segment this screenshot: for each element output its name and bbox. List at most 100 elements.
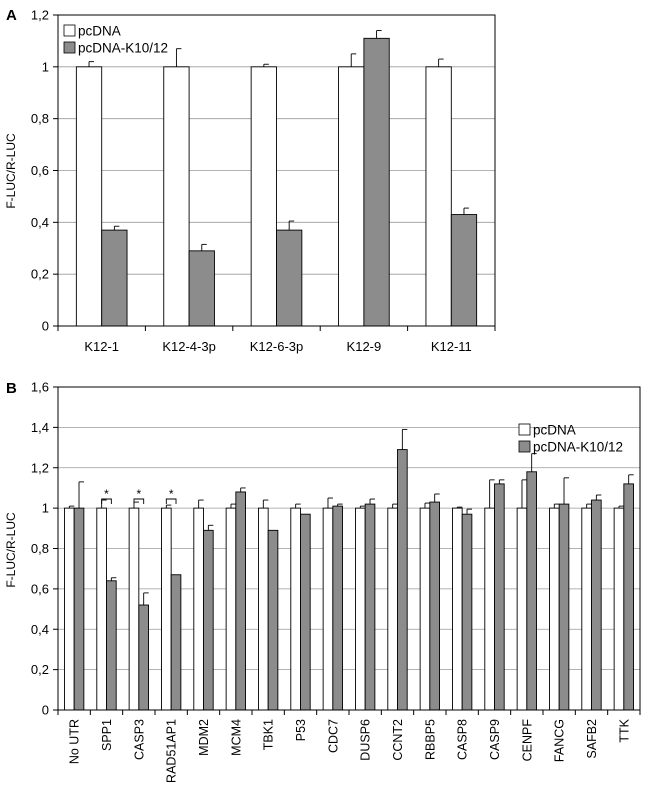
bar-ccnt2-pcdna-k10-12 xyxy=(397,449,408,711)
panel-a-legend: pcDNA pcDNA-K10/12 xyxy=(63,24,168,56)
x-tick-label-dusp6: DUSP6 xyxy=(359,719,373,761)
bar-rbbp5-pcdna xyxy=(419,507,431,711)
panel-a-label: A xyxy=(6,7,17,24)
y-tick-label: 1,2 xyxy=(31,460,49,475)
y-tick-label: 0,8 xyxy=(31,541,49,556)
legend-swatch-pcdna-k10-12 xyxy=(63,41,76,54)
legend-label-pcdna: pcDNA xyxy=(78,24,121,39)
significance-marker-spp1: * xyxy=(104,487,109,501)
x-tick-label-spp1: SPP1 xyxy=(100,719,114,751)
y-tick-label: 0 xyxy=(42,319,49,334)
bar-k12-6-3p-pcdna xyxy=(250,66,277,327)
bar-cenpf-pcdna xyxy=(516,507,528,711)
y-tick-label: 0,4 xyxy=(31,215,49,230)
panel-b-gridlines xyxy=(58,426,640,671)
bar-mcm4-pcdna xyxy=(225,507,237,711)
bar-k12-6-3p-pcdna-k10-12 xyxy=(276,229,303,327)
x-tick-label-fancg: FANCG xyxy=(553,719,567,762)
significance-bracket-spp1 xyxy=(101,498,112,504)
bar-p53-pcdna xyxy=(290,507,301,711)
bar-mdm2-pcdna-k10-12 xyxy=(203,529,214,711)
bar-fancg-pcdna-k10-12 xyxy=(558,503,570,711)
y-tick-label: 0,4 xyxy=(31,622,49,637)
bar-mdm2-pcdna xyxy=(193,507,204,711)
y-tick-label: 0,2 xyxy=(31,267,49,282)
significance-bracket-casp3 xyxy=(133,498,145,504)
bar-k12-4-3p-pcdna xyxy=(163,66,190,327)
bar-fancg-pcdna xyxy=(549,507,560,711)
bar-k12-11-pcdna xyxy=(425,66,452,327)
bar-safb2-pcdna-k10-12 xyxy=(591,499,602,711)
bar-spp1-pcdna xyxy=(96,507,107,711)
significance-marker-rad51ap1: * xyxy=(169,487,174,501)
bar-p53-pcdna-k10-12 xyxy=(300,513,311,711)
bar-no-utr-pcdna xyxy=(64,507,75,711)
bar-dusp6-pcdna xyxy=(355,507,366,711)
x-tick-label-k12-9: K12-9 xyxy=(347,339,382,354)
x-tick-label-p53: P53 xyxy=(294,719,308,741)
bar-spp1-pcdna-k10-12 xyxy=(106,580,117,711)
bar-dusp6-pcdna-k10-12 xyxy=(364,503,376,711)
bar-k12-1-pcdna xyxy=(75,66,103,327)
y-tick-label: 0,8 xyxy=(31,111,49,126)
bar-rad51ap1-pcdna xyxy=(161,507,172,711)
legend-swatch-pcdna-k10-12 xyxy=(518,440,531,453)
bar-casp9-pcdna-k10-12 xyxy=(494,483,505,711)
y-tick-label: 1 xyxy=(42,501,49,516)
y-tick-label: 0 xyxy=(42,703,49,718)
panel-a-y-axis-label: F-LUC/R-LUC xyxy=(4,133,18,209)
x-tick-label-rad51ap1: RAD51AP1 xyxy=(165,719,179,783)
panel-b-plot-frame xyxy=(57,386,641,711)
panel-b-bars xyxy=(64,449,634,711)
bar-k12-4-3p-pcdna-k10-12 xyxy=(188,250,215,327)
legend-label-pcdna: pcDNA xyxy=(533,423,576,438)
bar-no-utr-pcdna-k10-12 xyxy=(73,507,85,711)
y-tick-label: 1,6 xyxy=(31,380,49,395)
bar-casp9-pcdna xyxy=(484,507,495,711)
bar-cenpf-pcdna-k10-12 xyxy=(526,471,537,711)
bar-casp3-pcdna xyxy=(128,507,140,711)
bar-mcm4-pcdna-k10-12 xyxy=(235,491,246,711)
bar-cdc7-pcdna xyxy=(322,507,334,711)
bar-ttk-pcdna xyxy=(613,507,625,711)
x-tick-label-tbk1: TBK1 xyxy=(262,719,276,750)
y-tick-label: 1,4 xyxy=(31,420,49,435)
x-tick-label-mcm4: MCM4 xyxy=(229,719,243,756)
bar-casp8-pcdna xyxy=(452,507,463,711)
significance-bracket-rad51ap1 xyxy=(165,498,177,504)
bar-rad51ap1-pcdna-k10-12 xyxy=(170,574,182,711)
bar-cdc7-pcdna-k10-12 xyxy=(332,505,343,711)
panel-b-chart: B F-LUC/R-LUC * * * 0 0,2 0,4 0,6 0,8 1 1,2 1,4 1,… xyxy=(4,380,641,783)
bar-rbbp5-pcdna-k10-12 xyxy=(429,501,440,711)
x-tick-label-casp3: CASP3 xyxy=(132,719,146,760)
panel-a-y-ticks: 0 0,2 0,4 0,6 0,8 1 1,2 xyxy=(31,8,58,334)
x-tick-label-ttk: TTK xyxy=(617,718,631,742)
x-tick-label-cdc7: CDC7 xyxy=(326,719,340,753)
panel-b-y-axis-label: F-LUC/R-LUC xyxy=(4,512,18,588)
bar-casp3-pcdna-k10-12 xyxy=(138,604,149,711)
x-tick-label-k12-11: K12-11 xyxy=(431,339,472,354)
y-tick-label: 1,2 xyxy=(31,8,49,23)
legend-swatch-pcdna xyxy=(518,423,531,436)
y-tick-label: 0,2 xyxy=(31,662,49,677)
bar-ttk-pcdna-k10-12 xyxy=(623,483,634,711)
panel-a-plot-frame xyxy=(57,14,496,327)
bar-k12-11-pcdna-k10-12 xyxy=(450,214,478,327)
bar-casp8-pcdna-k10-12 xyxy=(461,513,473,711)
panel-b-error-bars xyxy=(68,428,634,606)
panel-a-bars xyxy=(75,37,478,327)
legend-label-pcdna-k10-12: pcDNA-K10/12 xyxy=(78,41,168,56)
panel-b-legend: pcDNA pcDNA-K10/12 xyxy=(518,423,623,455)
x-tick-label-cenpf: CENPF xyxy=(520,719,534,762)
x-tick-label-mdm2: MDM2 xyxy=(197,719,211,756)
y-tick-label: 0,6 xyxy=(31,581,49,596)
panel-a-chart: A F-LUC/R-LUC 00,20,40,60,811,2 K12-1 K12… xyxy=(4,7,496,354)
x-tick-label-k12-1: K12-1 xyxy=(84,339,119,354)
x-tick-label-casp8: CASP8 xyxy=(456,719,470,760)
panel-a-error-bars xyxy=(88,30,469,251)
bar-k12-9-pcdna xyxy=(338,66,365,327)
bar-k12-9-pcdna-k10-12 xyxy=(363,37,390,327)
bar-tbk1-pcdna xyxy=(258,507,269,711)
panel-b-y-ticks: 0 0,2 0,4 0,6 0,8 1 1,2 1,4 1,6 xyxy=(31,380,58,718)
